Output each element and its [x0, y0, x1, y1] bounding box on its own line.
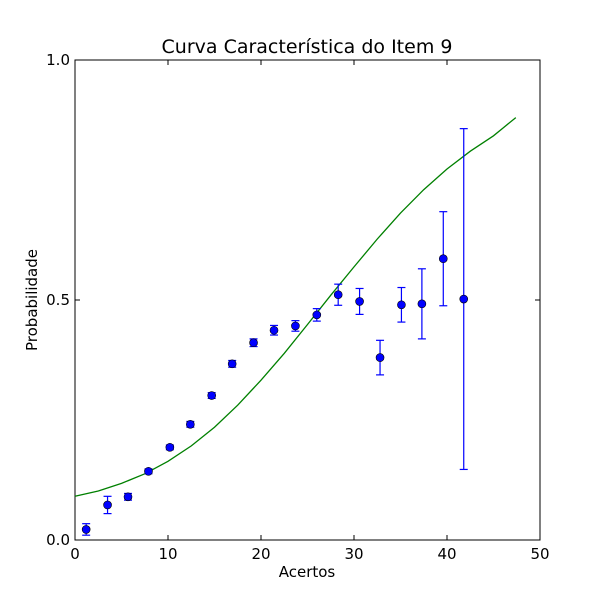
- data-point: [227, 359, 237, 369]
- data-point: [438, 254, 448, 264]
- data-point: [355, 297, 364, 306]
- ticks-layer: 0 10 20 30 40 50 0.0 0.5 1.0: [46, 51, 549, 563]
- data-point: [249, 338, 258, 348]
- x-tick-label: 0: [70, 545, 80, 563]
- data-point-group: [227, 359, 237, 369]
- data-point: [103, 500, 112, 510]
- data-point-group: [312, 308, 322, 322]
- data-point: [123, 492, 133, 502]
- fitted-curve-layer: [74, 117, 517, 497]
- data-point: [312, 310, 322, 320]
- data-point: [81, 525, 91, 534]
- plot-frame: [74, 59, 541, 541]
- data-point: [333, 290, 343, 300]
- data-point-group: [249, 338, 258, 348]
- y-tick-label: 0.0: [46, 531, 70, 549]
- y-axis-label: Probabilidade: [23, 249, 41, 351]
- data-point-group: [103, 495, 112, 515]
- data-point: [291, 321, 300, 331]
- data-point: [269, 325, 279, 335]
- data-point-group: [165, 443, 175, 452]
- data-point-group: [123, 492, 133, 502]
- data-point-group: [144, 467, 153, 476]
- chart-title: Curva Característica do Item 9: [162, 36, 453, 58]
- data-point-group: [417, 268, 427, 340]
- data-point-group: [459, 128, 469, 471]
- x-tick-label: 20: [251, 545, 270, 563]
- data-point-group: [375, 339, 385, 376]
- data-point: [144, 467, 153, 476]
- data-point: [417, 299, 427, 309]
- x-tick-label: 10: [158, 545, 177, 563]
- data-point-group: [355, 287, 364, 315]
- data-point-group: [333, 283, 343, 306]
- data-point-group: [207, 391, 217, 400]
- data-point: [165, 443, 175, 452]
- data-points-layer: [81, 128, 469, 536]
- data-point: [397, 300, 406, 310]
- data-point: [186, 420, 195, 429]
- data-point: [375, 353, 385, 362]
- data-point-group: [438, 211, 448, 307]
- x-axis-label: Acertos: [279, 563, 336, 581]
- x-tick-label: 40: [437, 545, 456, 563]
- data-point-group: [397, 286, 406, 323]
- data-point-group: [291, 320, 300, 332]
- x-tick-label: 50: [530, 545, 549, 563]
- y-tick-label: 1.0: [46, 51, 70, 69]
- fitted-curve-line: [74, 117, 517, 497]
- data-point-group: [81, 523, 91, 536]
- data-point-group: [269, 324, 279, 336]
- data-point: [207, 391, 217, 400]
- data-point-group: [186, 420, 195, 429]
- data-point: [459, 294, 469, 304]
- x-tick-label: 30: [344, 545, 363, 563]
- y-tick-label: 0.5: [46, 291, 70, 309]
